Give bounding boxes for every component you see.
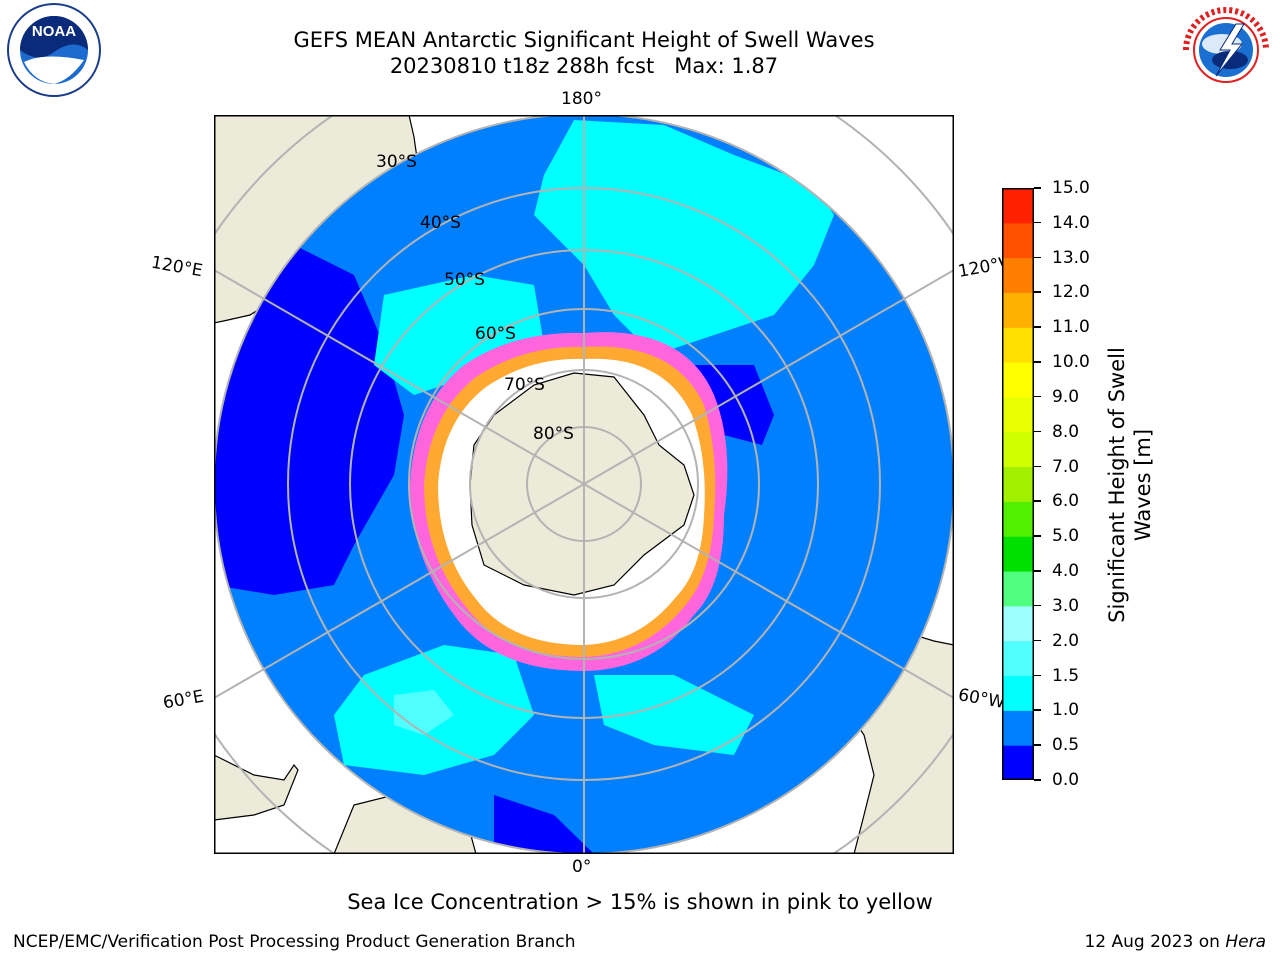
- colorbar-tick-mark: [1034, 221, 1041, 224]
- colorbar-tick-label: 5.0: [1052, 526, 1080, 547]
- lat-label-80s: 80°S: [533, 424, 574, 444]
- footer-date: 12 Aug 2023 on Hera: [1084, 932, 1266, 952]
- chart-subtitle: 20230810 t18z 288h fcst Max: 1.87: [389, 54, 779, 78]
- colorbar-segment: [1002, 466, 1034, 502]
- high-swell-region-south: [594, 675, 754, 755]
- colorbar-tick-label: 0.0: [1052, 770, 1080, 790]
- colorbar-label-line2: Waves [m]: [1131, 428, 1155, 542]
- colorbar-segment: [1002, 222, 1034, 259]
- colorbar-tick-mark: [1034, 639, 1041, 642]
- colorbar-tick-mark: [1034, 779, 1041, 781]
- colorbar-tick-mark: [1034, 326, 1041, 328]
- lon-label-60e: 60°E: [161, 686, 206, 714]
- colorbar-tick-label: 3.0: [1052, 595, 1080, 616]
- colorbar-segment: [1002, 640, 1034, 677]
- colorbar-segment: [1002, 362, 1034, 398]
- colorbar-border: [1002, 188, 1034, 780]
- colorbar-tick-mark: [1034, 709, 1041, 711]
- colorbar-tick-mark: [1034, 570, 1041, 572]
- antarctica-land: [469, 372, 695, 596]
- chart-title: GEFS MEAN Antarctic Significant Height o…: [293, 28, 875, 52]
- nws-logo-icon: [1180, 4, 1272, 96]
- colorbar-tick-mark: [1034, 465, 1041, 468]
- noaa-text: NOAA: [32, 23, 76, 40]
- low-swell-region-west: [214, 235, 404, 595]
- sea-ice-note: Sea Ice Concentration > 15% is shown in …: [347, 890, 933, 914]
- footer-branch: NCEP/EMC/Verification Post Processing Pr…: [13, 932, 576, 952]
- colorbar-segment: [1002, 536, 1034, 572]
- polar-map: [214, 115, 954, 854]
- colorbar: [1002, 188, 1034, 780]
- colorbar-tick-label: 15.0: [1052, 178, 1090, 198]
- low-swell-region-south: [494, 795, 594, 854]
- colorbar-tick-mark: [1034, 744, 1041, 746]
- colorbar-segment: [1002, 605, 1034, 642]
- colorbar-tick-label: 11.0: [1052, 317, 1090, 338]
- colorbar-tick-label: 13.0: [1052, 247, 1090, 268]
- colorbar-segment: [1002, 675, 1034, 711]
- colorbar-tick-mark: [1034, 535, 1041, 537]
- high-swell-region-northwest: [374, 275, 544, 395]
- colorbar-tick-mark: [1034, 500, 1041, 502]
- colorbar-segment: [1002, 257, 1034, 293]
- colorbar-segment: [1002, 710, 1034, 746]
- lon-label-60w: 60°W: [956, 685, 1007, 713]
- lon-label-120e: 120°E: [149, 252, 205, 282]
- colorbar-tick-mark: [1034, 256, 1041, 259]
- colorbar-tick-label: 9.0: [1052, 386, 1080, 407]
- lon-label-0: 0°: [572, 857, 592, 877]
- colorbar-tick-label: 6.0: [1052, 491, 1080, 512]
- graticule: [214, 115, 954, 854]
- lat-label-50s: 50°S: [444, 270, 485, 290]
- colorbar-segment: [1002, 188, 1034, 224]
- colorbar-segment: [1002, 501, 1034, 537]
- colorbar-tick-mark: [1034, 674, 1041, 677]
- colorbar-tick-label: 0.5: [1052, 735, 1080, 756]
- colorbar-tick-label: 10.0: [1052, 352, 1090, 373]
- colorbar-label: Significant Height of Swell Waves [m]: [1104, 285, 1156, 685]
- colorbar-tick-mark: [1034, 361, 1041, 363]
- colorbar-segment: [1002, 292, 1034, 328]
- colorbar-tick-mark: [1034, 430, 1041, 433]
- footer-host: Hera: [1225, 932, 1266, 952]
- high-swell-region-north: [534, 120, 834, 355]
- colorbar-tick-label: 14.0: [1052, 212, 1090, 233]
- colorbar-segment: [1002, 745, 1034, 780]
- lat-label-30s: 30°S: [376, 152, 417, 172]
- colorbar-segment: [1002, 396, 1034, 433]
- lon-label-180: 180°: [561, 89, 602, 109]
- colorbar-tick-label: 7.0: [1052, 456, 1080, 477]
- colorbar-segment: [1002, 571, 1034, 607]
- lat-label-70s: 70°S: [504, 375, 545, 395]
- colorbar-tick-mark: [1034, 291, 1041, 293]
- noaa-logo-icon: NOAA: [7, 3, 101, 97]
- colorbar-label-line1: Significant Height of Swell: [1105, 347, 1129, 623]
- colorbar-tick-mark: [1034, 604, 1041, 607]
- colorbar-tick-mark: [1034, 187, 1041, 189]
- colorbar-tick-label: 1.5: [1052, 665, 1080, 686]
- colorbar-tick-label: 2.0: [1052, 630, 1080, 651]
- colorbar-segment: [1002, 431, 1034, 468]
- colorbar-tick-label: 8.0: [1052, 421, 1080, 442]
- colorbar-tick-label: 12.0: [1052, 282, 1090, 303]
- colorbar-tick-label: 1.0: [1052, 700, 1080, 721]
- lat-label-40s: 40°S: [420, 213, 461, 233]
- map-border: [214, 115, 954, 854]
- footer-date-text: 12 Aug 2023 on: [1084, 932, 1220, 952]
- colorbar-tick-label: 4.0: [1052, 561, 1080, 582]
- colorbar-tick-mark: [1034, 395, 1041, 398]
- lat-label-60s: 60°S: [475, 324, 516, 344]
- colorbar-segment: [1002, 327, 1034, 363]
